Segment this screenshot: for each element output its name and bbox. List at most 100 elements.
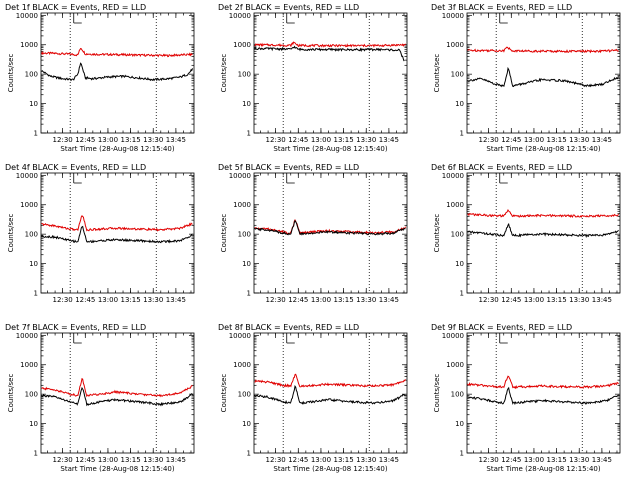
x-tick-label: 12:30 [479,136,499,144]
y-axis-label: Counts/sec [220,214,228,253]
x-tick-label: 13:45 [592,136,612,144]
time-marker [286,13,295,24]
plot-area [253,172,408,294]
x-axis-label: Start Time (28-Aug-08 12:15:40) [486,465,600,473]
series-events-line [254,219,406,236]
y-tick-label: 10 [455,100,464,108]
time-marker [73,13,82,24]
y-tick-label: 1 [460,290,464,298]
y-axis-label: Counts/sec [433,54,441,93]
time-marker [499,13,508,24]
chart-title: Det 7f BLACK = Events, RED = LLD [5,323,146,332]
y-tick-label: 1000 [446,361,464,369]
x-tick-label: 13:15 [333,296,353,304]
x-axis-label: Start Time (28-Aug-08 12:15:40) [60,465,174,473]
chart-title: Det 4f BLACK = Events, RED = LLD [5,163,146,172]
chart-title: Det 9f BLACK = Events, RED = LLD [431,323,572,332]
chart-panel: Det 7f BLACK = Events, RED = LLD 1 10 100 10… [5,323,195,473]
time-marker [286,173,295,184]
chart-panel: Det 2f BLACK = Events, RED = LLD 1 10 100 10… [218,3,408,153]
x-tick-label: 12:30 [479,456,499,464]
x-tick-label: 13:30 [143,136,163,144]
y-tick-label: 1000 [446,201,464,209]
x-tick-label: 12:30 [53,296,73,304]
time-marker [73,333,82,344]
chart-panel: Det 1f BLACK = Events, RED = LLD 1 10 100 10… [5,3,195,153]
x-tick-label: 13:30 [356,296,376,304]
series-events-line [467,386,619,406]
x-tick-label: 13:30 [356,136,376,144]
x-tick-label: 12:45 [501,296,521,304]
x-tick-label: 12:45 [288,456,308,464]
y-tick-label: 100 [25,391,38,399]
y-axis-label: Counts/sec [7,214,15,253]
y-tick-label: 1000 [20,41,38,49]
chart-title: Det 3f BLACK = Events, RED = LLD [431,3,572,12]
y-tick-label: 1 [34,130,38,138]
y-axis-label: Counts/sec [433,374,441,413]
x-tick-label: 12:45 [501,136,521,144]
x-tick-label: 12:45 [75,136,95,144]
y-tick-label: 1000 [20,201,38,209]
chart-title: Det 6f BLACK = Events, RED = LLD [431,163,572,172]
x-tick-label: 13:30 [356,456,376,464]
series-events-line [41,386,193,407]
y-tick-label: 10 [29,260,38,268]
x-tick-label: 13:45 [592,456,612,464]
x-tick-label: 12:30 [53,456,73,464]
time-marker [499,173,508,184]
plot-area [40,12,195,134]
chart-panel: Det 5f BLACK = Events, RED = LLD 1 10 100 10… [218,163,408,304]
series-lld-line [467,46,619,54]
chart-panel: Det 4f BLACK = Events, RED = LLD 1 10 100 10… [5,163,195,304]
x-tick-label: 13:45 [592,296,612,304]
x-tick-label: 13:30 [569,456,589,464]
plot-area [253,332,408,454]
series-lld-line [467,375,619,390]
y-tick-label: 1000 [233,41,251,49]
x-tick-label: 13:15 [333,136,353,144]
y-tick-label: 10000 [442,12,464,20]
x-axis-label: Start Time (28-Aug-08 12:15:40) [486,145,600,153]
y-tick-label: 1 [247,450,251,458]
y-tick-label: 1 [460,130,464,138]
x-axis-label: Start Time (28-Aug-08 12:15:40) [60,145,174,153]
y-axis-label: Counts/sec [433,214,441,253]
x-tick-label: 13:00 [524,296,544,304]
x-tick-label: 12:30 [53,136,73,144]
y-axis-label: Counts/sec [220,374,228,413]
x-tick-label: 13:45 [379,296,399,304]
x-tick-label: 13:00 [524,136,544,144]
x-tick-label: 12:45 [75,456,95,464]
series-lld-line [254,373,406,389]
plot-area [40,332,195,454]
y-tick-label: 10000 [442,332,464,340]
chart-panel: Det 8f BLACK = Events, RED = LLD 1 10 100 10… [218,323,408,473]
x-tick-label: 13:00 [98,296,118,304]
chart-panel: Det 6f BLACK = Events, RED = LLD 1 10 100 10… [431,163,621,304]
x-tick-label: 12:30 [266,136,286,144]
y-tick-label: 100 [25,231,38,239]
x-tick-label: 13:15 [120,136,140,144]
x-tick-label: 13:30 [569,296,589,304]
y-tick-label: 10 [242,100,251,108]
y-tick-label: 10000 [16,332,38,340]
x-tick-label: 12:45 [288,136,308,144]
chart-title: Det 5f BLACK = Events, RED = LLD [218,163,359,172]
x-axis-label: Start Time (28-Aug-08 12:15:40) [273,465,387,473]
y-tick-label: 1 [460,450,464,458]
y-axis-label: Counts/sec [7,374,15,413]
y-axis-label: Counts/sec [7,54,15,93]
chart-panel: Det 9f BLACK = Events, RED = LLD 1 10 100 10… [431,323,621,473]
y-tick-label: 1 [247,290,251,298]
series-events-line [254,385,406,405]
x-tick-label: 12:30 [266,296,286,304]
y-tick-label: 10 [242,420,251,428]
series-lld-line [41,47,193,58]
series-events-line [41,225,193,244]
plot-area [466,332,621,454]
x-tick-label: 13:30 [143,296,163,304]
y-tick-label: 10000 [442,172,464,180]
x-tick-label: 13:00 [311,136,331,144]
y-tick-label: 10 [455,260,464,268]
